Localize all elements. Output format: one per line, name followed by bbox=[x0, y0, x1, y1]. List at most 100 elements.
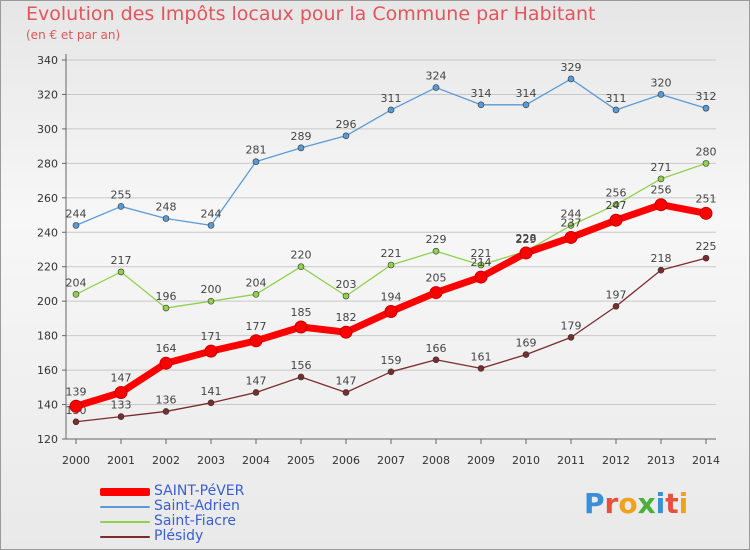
data-point bbox=[72, 418, 80, 426]
data-label: 164 bbox=[156, 342, 177, 355]
legend-item: SAINT-PéVER bbox=[100, 483, 320, 500]
x-tick-label: 2001 bbox=[107, 454, 135, 467]
data-point bbox=[297, 144, 305, 152]
data-label: 244 bbox=[561, 207, 582, 220]
data-label: 220 bbox=[291, 249, 312, 262]
data-label: 247 bbox=[606, 199, 627, 212]
y-tick-label: 160 bbox=[37, 364, 58, 377]
data-point bbox=[117, 268, 125, 276]
legend-item: Saint-Fiacre bbox=[100, 513, 320, 530]
data-point bbox=[117, 413, 125, 420]
data-point bbox=[72, 290, 80, 298]
data-label: 251 bbox=[696, 192, 717, 205]
data-label: 329 bbox=[561, 61, 582, 74]
y-tick-label: 320 bbox=[37, 88, 58, 101]
x-tick-label: 2002 bbox=[152, 454, 180, 467]
data-point bbox=[159, 356, 173, 370]
legend-swatch bbox=[100, 488, 150, 496]
data-label: 281 bbox=[246, 144, 267, 157]
x-tick-label: 2012 bbox=[602, 454, 630, 467]
data-label: 324 bbox=[426, 70, 447, 83]
data-point bbox=[387, 106, 395, 114]
data-label: 244 bbox=[66, 207, 87, 220]
data-point bbox=[69, 399, 83, 413]
data-label: 311 bbox=[606, 92, 627, 105]
legend-label: Plésidy bbox=[154, 528, 204, 544]
data-point bbox=[342, 292, 350, 300]
data-label: 196 bbox=[156, 290, 177, 303]
data-label: 147 bbox=[246, 374, 267, 387]
data-label: 244 bbox=[201, 207, 222, 220]
data-point bbox=[702, 254, 710, 262]
y-tick-label: 300 bbox=[37, 123, 58, 136]
data-label: 248 bbox=[156, 200, 177, 213]
y-tick-label: 200 bbox=[37, 295, 58, 308]
data-point bbox=[207, 297, 215, 305]
data-point bbox=[657, 175, 665, 183]
data-label: 296 bbox=[336, 118, 357, 131]
logo-letter: i bbox=[655, 487, 666, 520]
data-point bbox=[477, 365, 485, 372]
data-label: 229 bbox=[426, 233, 447, 246]
data-label: 256 bbox=[606, 187, 627, 200]
data-label: 177 bbox=[246, 320, 267, 333]
data-point bbox=[342, 389, 350, 396]
data-label: 159 bbox=[381, 354, 402, 367]
data-label: 256 bbox=[651, 184, 672, 197]
data-point bbox=[249, 334, 263, 348]
x-tick-label: 2009 bbox=[467, 454, 495, 467]
data-point bbox=[567, 75, 575, 83]
x-tick-label: 2014 bbox=[692, 454, 720, 467]
data-point bbox=[519, 246, 533, 260]
x-tick-label: 2008 bbox=[422, 454, 450, 467]
data-label: 271 bbox=[651, 161, 672, 174]
data-label: 289 bbox=[291, 130, 312, 143]
data-label: 217 bbox=[111, 254, 132, 267]
page-subtitle: (en € et par an) bbox=[26, 28, 121, 42]
data-point bbox=[609, 213, 623, 227]
logo-letter: P bbox=[584, 487, 605, 520]
legend-item: Plésidy bbox=[100, 528, 320, 545]
logo-letter: x bbox=[637, 487, 656, 520]
data-label: 237 bbox=[561, 216, 582, 229]
data-point bbox=[522, 351, 530, 358]
y-tick-label: 140 bbox=[37, 399, 58, 412]
x-tick-label: 2010 bbox=[512, 454, 540, 467]
data-label: 225 bbox=[696, 240, 717, 253]
series-line-3 bbox=[75, 162, 707, 309]
y-tick-label: 260 bbox=[37, 192, 58, 205]
data-label: 185 bbox=[291, 306, 312, 319]
data-label: 133 bbox=[111, 399, 132, 412]
x-tick-label: 2007 bbox=[377, 454, 405, 467]
legend-swatch bbox=[100, 521, 150, 523]
data-label: 147 bbox=[336, 374, 357, 387]
data-point bbox=[699, 206, 713, 220]
data-label: 204 bbox=[66, 276, 87, 289]
data-label: 314 bbox=[471, 87, 492, 100]
chart-legend: SAINT-PéVER Saint-Adrien Saint-Fiacre Plési… bbox=[100, 483, 320, 545]
data-label: 136 bbox=[156, 393, 177, 406]
data-point bbox=[429, 286, 443, 300]
data-label: 179 bbox=[561, 319, 582, 332]
data-label: 311 bbox=[381, 92, 402, 105]
data-point bbox=[117, 203, 125, 210]
data-label: 139 bbox=[66, 385, 87, 398]
legend-label: SAINT-PéVER bbox=[154, 483, 245, 499]
data-label: 228 bbox=[516, 232, 537, 245]
data-label: 169 bbox=[516, 337, 537, 350]
data-label: 205 bbox=[426, 272, 447, 285]
data-point bbox=[702, 104, 710, 112]
data-point bbox=[252, 290, 260, 298]
data-label: 221 bbox=[471, 247, 492, 260]
legend-label: Saint-Adrien bbox=[154, 498, 240, 514]
data-point bbox=[474, 270, 488, 284]
data-point bbox=[162, 408, 170, 415]
data-point bbox=[162, 304, 170, 312]
data-point bbox=[72, 222, 80, 229]
data-point bbox=[432, 247, 440, 255]
x-tick-label: 2013 bbox=[647, 454, 675, 467]
data-point bbox=[432, 356, 440, 364]
data-point bbox=[522, 101, 530, 109]
data-point bbox=[702, 160, 710, 167]
